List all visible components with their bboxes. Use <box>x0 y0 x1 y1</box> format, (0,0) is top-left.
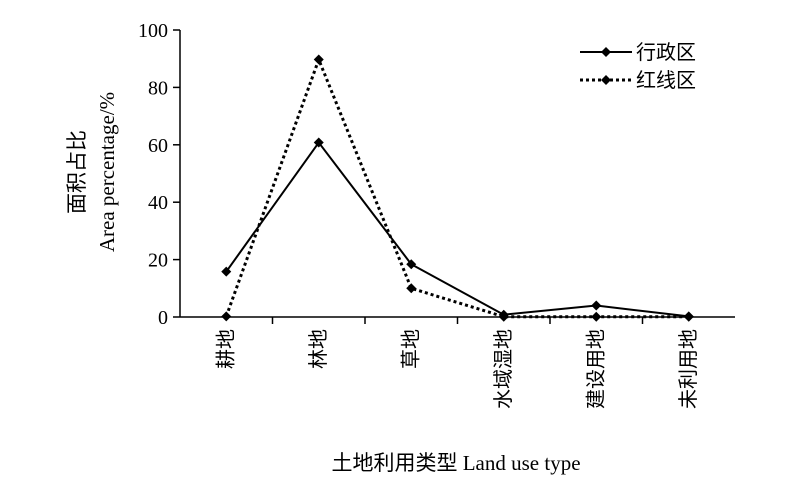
y-axis-title-english: Area percentage/% <box>95 92 119 252</box>
y-axis-title-chinese: 面积占比 <box>65 130 89 214</box>
legend-label-series-1: 行政区 <box>636 41 696 64</box>
x-category-label: 耕地 <box>214 329 237 369</box>
x-category-label: 未利用地 <box>677 329 700 409</box>
legend-label-series-2: 红线区 <box>636 69 696 92</box>
series-layer <box>221 54 694 322</box>
y-tick-label: 60 <box>148 135 168 157</box>
legend-marker-series-2 <box>601 75 611 85</box>
series-1-point <box>406 259 417 270</box>
legend-item-series-2: 红线区 <box>580 69 696 92</box>
series-line-2 <box>224 55 689 319</box>
series-1-point <box>313 137 324 148</box>
series-1-point <box>591 300 602 311</box>
legend-item-series-1: 行政区 <box>580 41 696 64</box>
y-tick-label: 100 <box>138 20 168 42</box>
x-category-label: 草地 <box>399 329 422 369</box>
series-2-point <box>683 311 694 322</box>
series-line-1 <box>225 140 689 318</box>
series-2-point <box>498 311 509 322</box>
y-axis-title: 面积占比 Area percentage/% <box>65 92 119 252</box>
x-axis-title: 土地利用类型 Land use type <box>331 451 580 475</box>
y-tick-label: 80 <box>148 77 168 99</box>
y-ticks: 0 20 40 60 80 100 <box>138 20 180 329</box>
series-2-point <box>313 54 324 65</box>
series-2-point <box>406 283 417 294</box>
x-category-label: 建设用地 <box>584 329 607 409</box>
y-tick-label: 0 <box>158 307 168 329</box>
series-1-point <box>221 266 232 277</box>
y-tick-label: 40 <box>148 192 168 214</box>
series-2-point <box>221 311 232 322</box>
x-ticks: 耕地 林地 草地 水域湿地 建设用地 未利用地 <box>214 317 700 409</box>
legend: 行政区 红线区 <box>580 41 696 92</box>
legend-marker-series-1 <box>601 47 611 57</box>
y-tick-label: 20 <box>148 250 168 272</box>
x-category-label: 水域湿地 <box>492 329 515 409</box>
x-category-label: 林地 <box>307 329 330 369</box>
series-2-point <box>591 311 602 322</box>
